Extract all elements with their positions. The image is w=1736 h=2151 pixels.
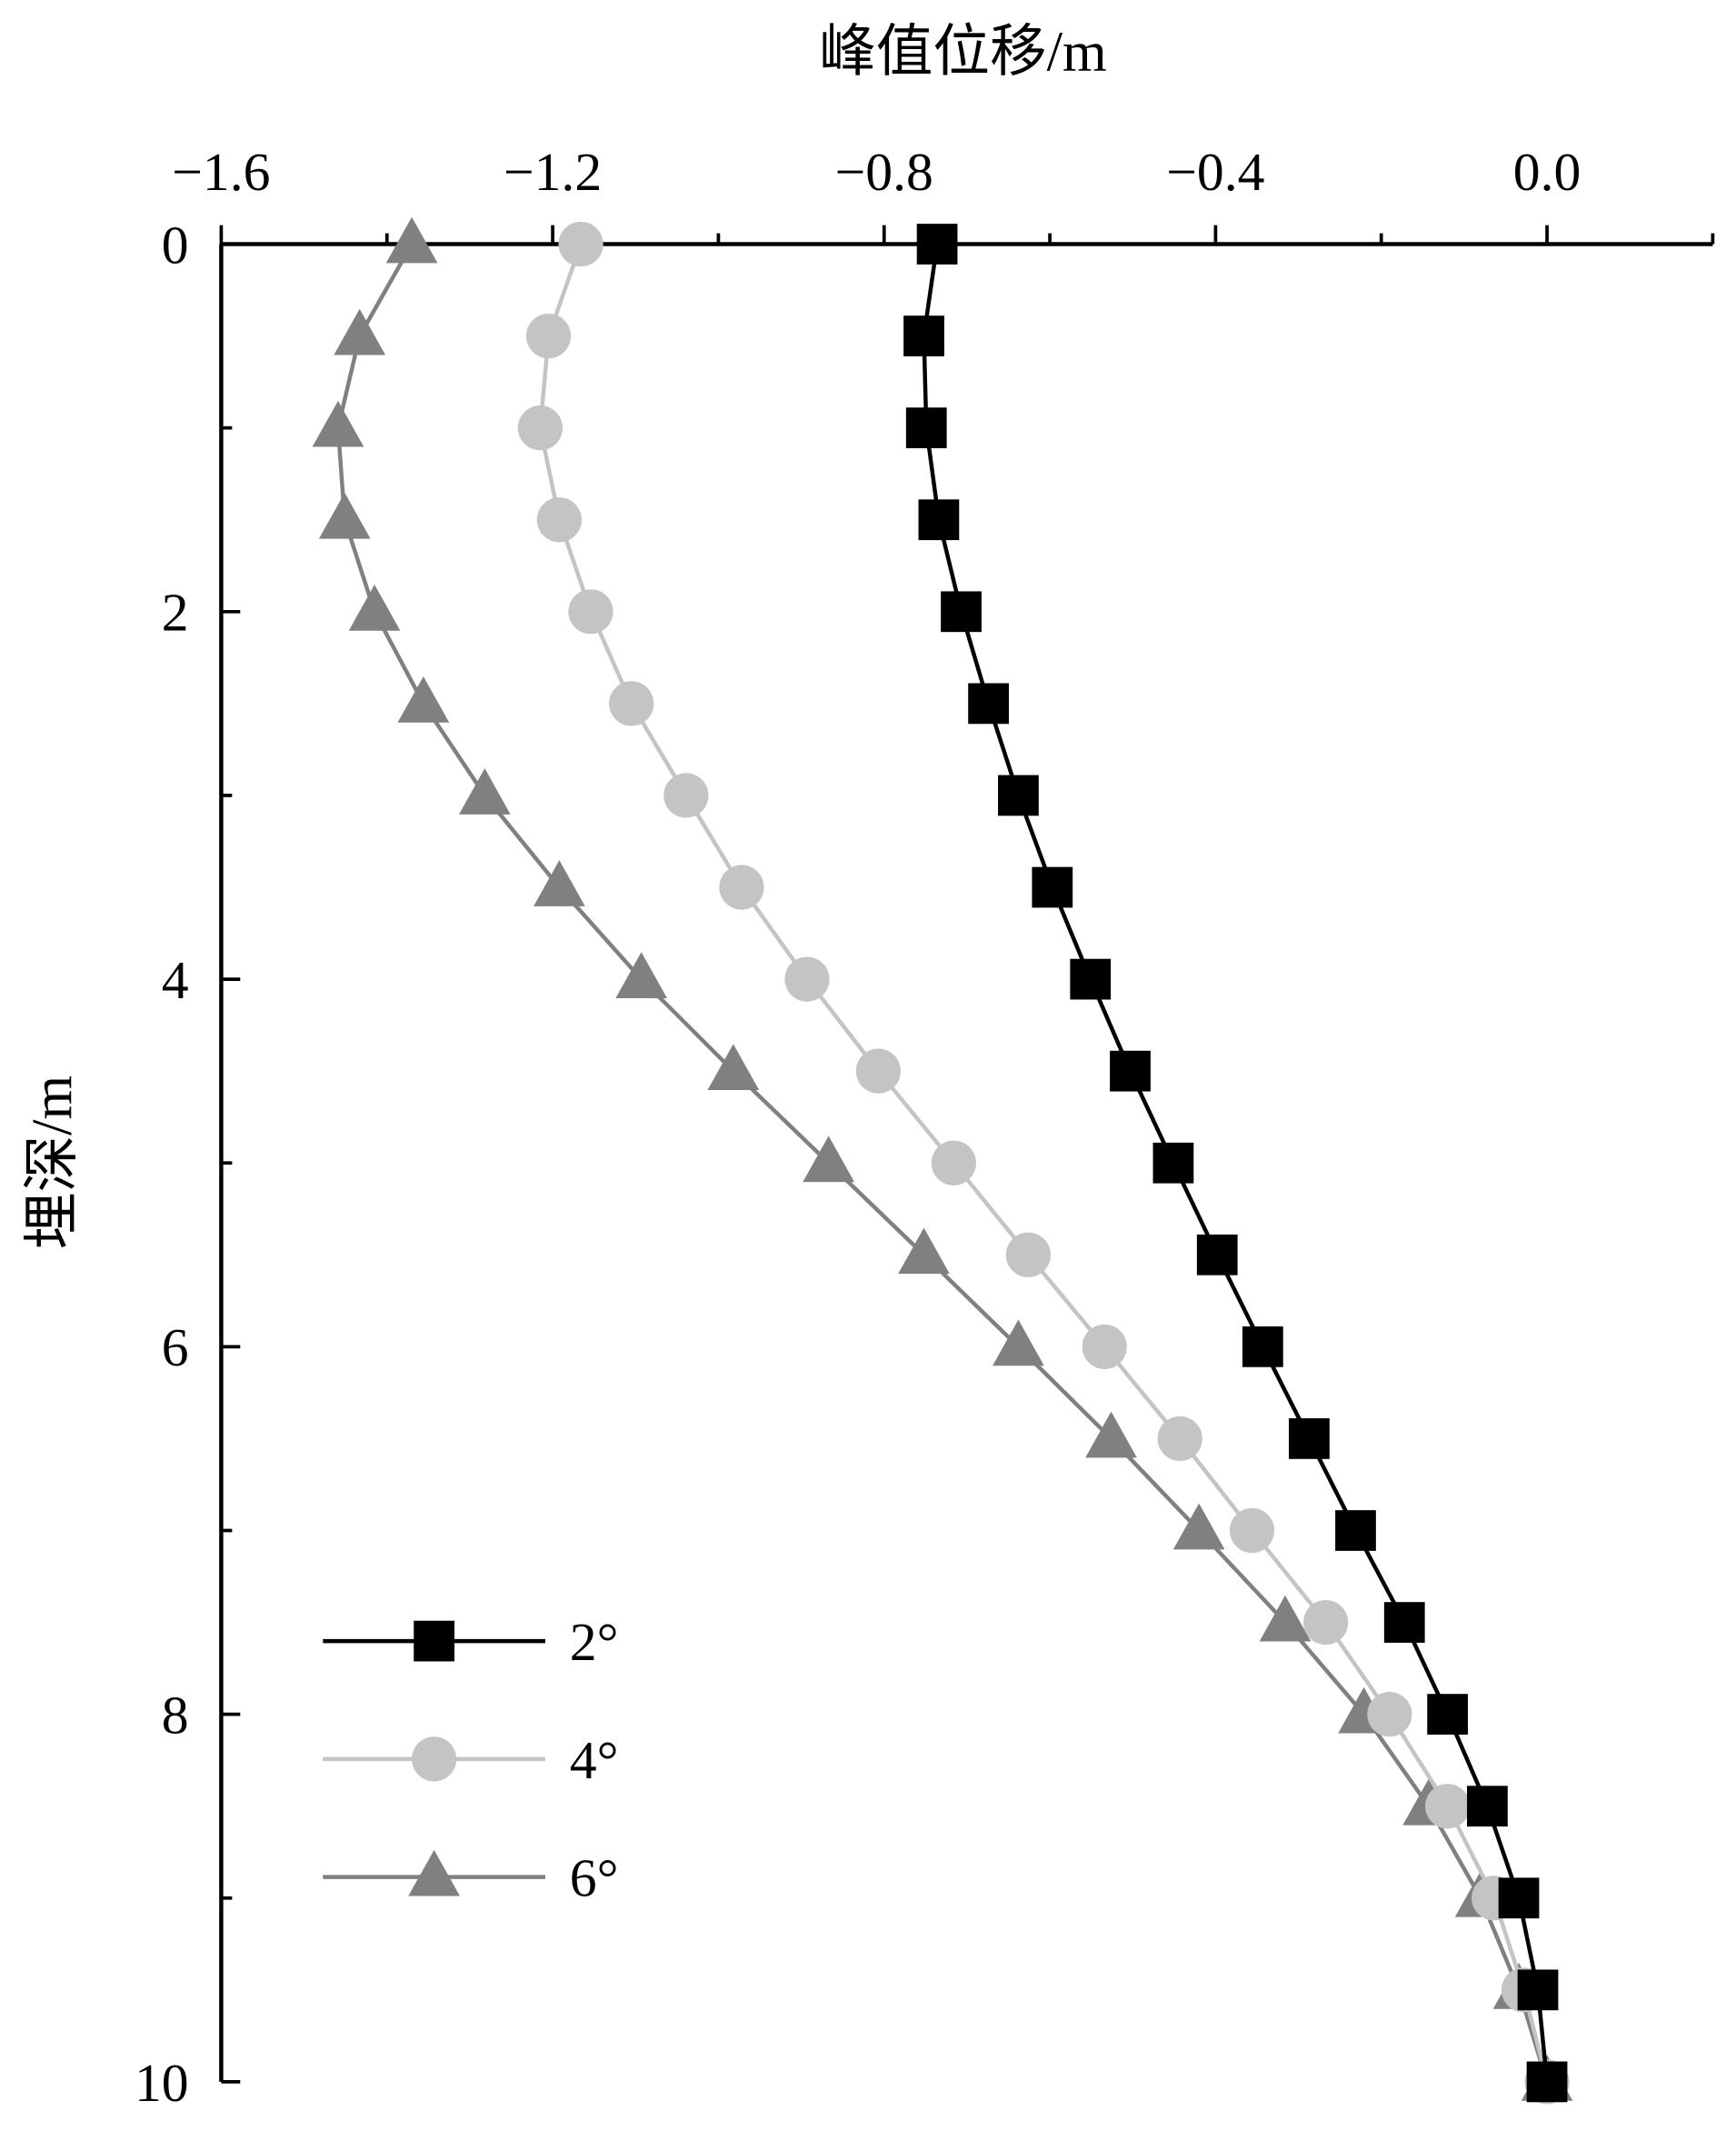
data-point-square bbox=[968, 683, 1009, 725]
axes: −1.6 −1.2 −0.8 −0.4 0.0 0 2 4 6 8 10 bbox=[135, 142, 1715, 2113]
data-point-circle bbox=[719, 865, 764, 910]
data-point-circle bbox=[931, 1140, 976, 1186]
data-point-square bbox=[414, 1620, 454, 1662]
data-point-triangle bbox=[1259, 1595, 1312, 1642]
data-point-triangle bbox=[348, 584, 401, 631]
series-circle bbox=[517, 221, 1570, 2105]
data-point-circle bbox=[609, 681, 654, 726]
y-tick-label: 4 bbox=[162, 950, 189, 1010]
data-point-triangle bbox=[615, 952, 667, 998]
y-tick-label: 10 bbox=[135, 2053, 189, 2113]
x-tick-label: −1.6 bbox=[172, 142, 270, 202]
y-axis-title: 埋深/m bbox=[20, 1076, 84, 1249]
legend-label: 6° bbox=[570, 1848, 619, 1908]
data-point-triangle bbox=[458, 768, 511, 815]
y-tick-label: 2 bbox=[162, 583, 189, 643]
data-point-triangle bbox=[408, 1849, 460, 1896]
data-point-circle bbox=[525, 313, 572, 359]
data-point-triangle bbox=[707, 1044, 760, 1091]
data-point-square bbox=[1196, 1234, 1238, 1276]
data-point-circle bbox=[1157, 1416, 1202, 1462]
data-point-triangle bbox=[385, 216, 438, 264]
data-point-square bbox=[1289, 1418, 1330, 1459]
data-point-triangle bbox=[1085, 1411, 1137, 1458]
data-point-triangle bbox=[534, 860, 585, 906]
x-tick-label: −0.8 bbox=[835, 142, 933, 202]
data-point-square bbox=[1242, 1326, 1283, 1367]
data-point-square bbox=[1526, 2061, 1568, 2103]
legend-label: 4° bbox=[570, 1730, 619, 1790]
series-group bbox=[312, 216, 1573, 2105]
legend-item: 4° bbox=[323, 1730, 618, 1790]
data-point-triangle bbox=[898, 1227, 950, 1275]
x-tick-label: −1.2 bbox=[504, 142, 602, 202]
data-point-circle bbox=[784, 956, 830, 1002]
data-point-circle bbox=[517, 405, 564, 451]
data-point-circle bbox=[663, 773, 709, 818]
legend: 2° 4° 6° bbox=[323, 1612, 618, 1908]
data-point-square bbox=[1335, 1510, 1376, 1551]
data-point-square bbox=[903, 315, 944, 356]
data-point-square bbox=[1467, 1786, 1508, 1827]
data-point-triangle bbox=[993, 1319, 1044, 1366]
data-point-square bbox=[916, 224, 958, 265]
y-tick-label: 8 bbox=[162, 1686, 189, 1746]
data-point-circle bbox=[1229, 1507, 1275, 1554]
data-point-square bbox=[941, 591, 982, 633]
data-point-triangle bbox=[318, 492, 371, 539]
data-point-circle bbox=[1082, 1324, 1127, 1369]
data-point-square bbox=[1032, 866, 1073, 908]
data-point-square bbox=[1070, 958, 1112, 1000]
series-square bbox=[903, 224, 1568, 2103]
x-tick-label: −0.4 bbox=[1166, 142, 1264, 202]
data-point-circle bbox=[1005, 1232, 1051, 1277]
data-point-circle bbox=[1303, 1599, 1349, 1646]
data-point-square bbox=[1152, 1142, 1194, 1184]
data-point-square bbox=[1110, 1050, 1151, 1092]
data-point-circle bbox=[855, 1048, 901, 1094]
data-point-square bbox=[998, 775, 1039, 816]
x-axis-title: 峰值位移/m bbox=[819, 20, 1107, 84]
data-point-square bbox=[918, 499, 960, 541]
data-point-square bbox=[1427, 1694, 1469, 1736]
data-point-triangle bbox=[1172, 1503, 1225, 1550]
data-point-square bbox=[1383, 1602, 1425, 1643]
data-point-circle bbox=[412, 1736, 457, 1782]
legend-item: 6° bbox=[323, 1848, 618, 1908]
data-point-square bbox=[905, 407, 947, 449]
data-point-circle bbox=[558, 221, 604, 267]
data-point-triangle bbox=[803, 1136, 854, 1183]
data-point-triangle bbox=[397, 676, 450, 723]
y-tick-label: 6 bbox=[162, 1317, 189, 1377]
data-point-square bbox=[1498, 1877, 1540, 1919]
data-point-triangle bbox=[312, 400, 364, 447]
legend-label: 2° bbox=[570, 1612, 619, 1672]
data-point-circle bbox=[1367, 1692, 1412, 1737]
series-line bbox=[538, 243, 1550, 2083]
data-point-circle bbox=[536, 497, 582, 543]
data-point-circle bbox=[1425, 1784, 1471, 1829]
legend-item: 2° bbox=[323, 1612, 618, 1672]
data-point-triangle bbox=[334, 308, 386, 355]
y-tick-label: 0 bbox=[162, 215, 189, 275]
data-point-circle bbox=[568, 589, 614, 635]
data-point-square bbox=[1517, 1969, 1559, 2011]
x-tick-label: 0.0 bbox=[1513, 142, 1581, 202]
